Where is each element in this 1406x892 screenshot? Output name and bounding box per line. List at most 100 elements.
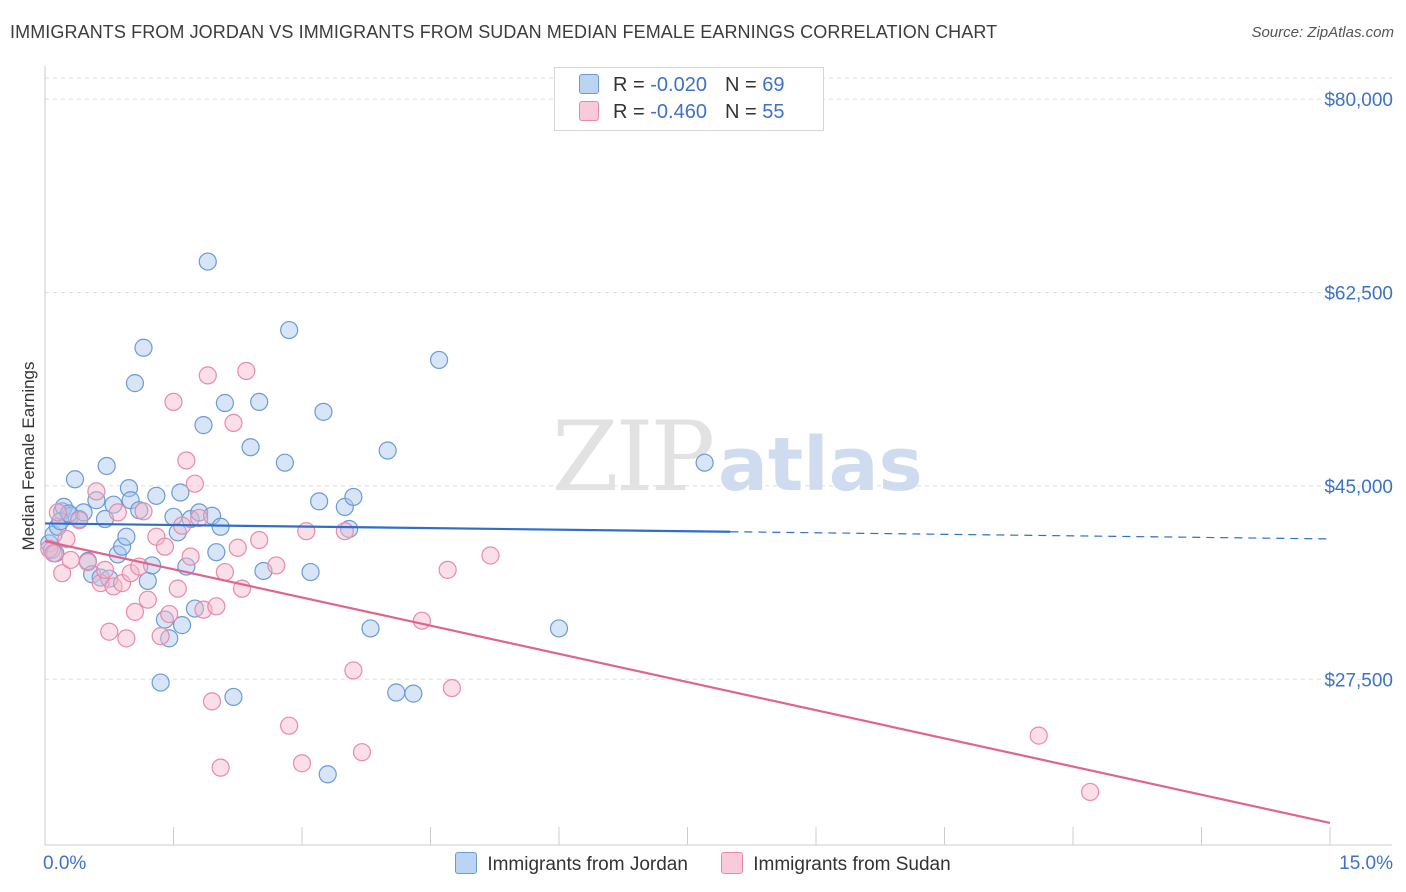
jordan-point bbox=[194, 416, 213, 435]
y-axis-label: Median Female Earnings bbox=[19, 362, 38, 551]
jordan-point bbox=[378, 441, 397, 460]
jordan-point bbox=[171, 483, 190, 502]
jordan-point bbox=[241, 438, 260, 457]
r-value-jordan: -0.020 bbox=[650, 74, 707, 96]
sudan-point bbox=[155, 537, 175, 556]
jordan-point bbox=[429, 350, 449, 370]
jordan-point bbox=[112, 537, 132, 556]
jordan-trend-line bbox=[44, 522, 731, 533]
sudan-point bbox=[190, 508, 209, 528]
y-tick-label: $80,000 bbox=[1324, 90, 1393, 111]
jordan-point bbox=[361, 619, 380, 638]
jordan-point bbox=[147, 486, 166, 505]
y-tick-label: $27,500 bbox=[1324, 670, 1393, 691]
sudan-point bbox=[108, 503, 127, 522]
jordan-point bbox=[280, 320, 299, 340]
jordan-trend-extension bbox=[730, 531, 1331, 540]
legend-label-jordan: Immigrants from Jordan bbox=[487, 854, 688, 875]
jordan-point bbox=[549, 619, 569, 638]
sudan-point bbox=[344, 661, 363, 680]
jordan-point bbox=[198, 252, 217, 271]
sudan-point bbox=[215, 562, 234, 582]
jordan-point bbox=[224, 687, 243, 707]
n-value-jordan: 69 bbox=[762, 74, 785, 96]
sudan-point bbox=[352, 743, 372, 762]
sudan-point bbox=[292, 754, 312, 773]
chart-title: IMMIGRANTS FROM JORDAN VS IMMIGRANTS FRO… bbox=[10, 22, 998, 42]
jordan-point bbox=[275, 453, 294, 472]
sudan-point bbox=[168, 579, 187, 598]
n-value-sudan: 55 bbox=[762, 101, 785, 123]
y-tick-labels: $27,500 $45,000 $62,500 $80,000 bbox=[1324, 90, 1393, 691]
jordan-point bbox=[310, 492, 329, 511]
sudan-point bbox=[87, 482, 106, 501]
jordan-point bbox=[695, 453, 714, 472]
jordan-point bbox=[250, 392, 269, 412]
jordan-point bbox=[134, 338, 153, 357]
sudan-point bbox=[1029, 726, 1048, 745]
watermark-zip: ZIP bbox=[552, 401, 713, 513]
sudan-point bbox=[250, 530, 269, 550]
sudan-point bbox=[100, 622, 119, 641]
sudan-point bbox=[95, 560, 115, 579]
sudan-point bbox=[138, 590, 157, 609]
sudan-point bbox=[481, 546, 500, 565]
x-tick-labels: 0.0% 15.0% bbox=[43, 853, 1393, 874]
sudan-point bbox=[44, 544, 63, 563]
sudan-point bbox=[237, 361, 256, 381]
sudan-point bbox=[224, 413, 243, 433]
jordan-swatch bbox=[579, 74, 599, 94]
sudan-point bbox=[267, 556, 286, 575]
sudan-point bbox=[117, 629, 136, 648]
jordan-point bbox=[97, 456, 116, 476]
legend-item-jordan: Immigrants from Jordan bbox=[455, 852, 688, 876]
sudan-point bbox=[335, 522, 354, 541]
sudan-point bbox=[78, 553, 97, 572]
sudan-point bbox=[70, 511, 89, 530]
source-label: Source: ZipAtlas.com bbox=[1251, 24, 1394, 41]
sudan-point bbox=[442, 678, 462, 698]
sudan-point bbox=[177, 451, 196, 470]
jordan-point bbox=[151, 673, 170, 692]
r-label: R = bbox=[613, 74, 651, 96]
legend-item-sudan: Immigrants from Sudan bbox=[721, 852, 951, 876]
sudan-point bbox=[207, 597, 226, 616]
sudan-point bbox=[438, 560, 457, 579]
sudan-point bbox=[48, 503, 67, 522]
jordan-point bbox=[318, 765, 337, 784]
sudan-point bbox=[185, 474, 205, 493]
watermark: ZIP atlas bbox=[552, 401, 923, 513]
jordan-point bbox=[172, 616, 192, 635]
jordan-point bbox=[387, 683, 406, 702]
x-tick-label: 0.0% bbox=[43, 853, 86, 874]
jordan-point bbox=[65, 470, 85, 489]
sudan-point bbox=[280, 716, 299, 735]
axes bbox=[44, 66, 1392, 846]
sudan-point bbox=[125, 602, 145, 621]
watermark-atlas: atlas bbox=[718, 422, 923, 508]
jordan-points bbox=[40, 252, 714, 784]
r-label: R = bbox=[613, 101, 651, 123]
sudan-trend-line bbox=[44, 540, 1331, 824]
legend-label-sudan: Immigrants from Sudan bbox=[753, 854, 951, 875]
sudan-point bbox=[160, 604, 179, 624]
sudan-swatch bbox=[721, 852, 744, 874]
n-label: N = bbox=[724, 74, 763, 96]
jordan-swatch bbox=[455, 852, 478, 874]
sudan-point bbox=[412, 611, 432, 630]
y-tick-label: $45,000 bbox=[1324, 477, 1393, 498]
sudan-swatch bbox=[579, 101, 599, 121]
sudan-point bbox=[1081, 782, 1100, 802]
legend-row-jordan: R = -0.020 N = 69 bbox=[579, 74, 784, 100]
jordan-point bbox=[301, 562, 320, 582]
jordan-point bbox=[314, 402, 333, 421]
sudan-point bbox=[164, 392, 183, 412]
series-legend: Immigrants from Jordan Immigrants from S… bbox=[0, 852, 1406, 876]
x-tick-label: 15.0% bbox=[1339, 853, 1393, 874]
y-tick-label: $62,500 bbox=[1324, 284, 1393, 305]
sudan-point bbox=[202, 692, 222, 711]
legend-row-sudan: R = -0.460 N = 55 bbox=[579, 101, 784, 127]
correlation-legend: R = -0.020 N = 69 R = -0.460 N = 55 bbox=[554, 67, 824, 131]
r-value-sudan: -0.460 bbox=[650, 101, 707, 123]
sudan-point bbox=[53, 564, 72, 583]
